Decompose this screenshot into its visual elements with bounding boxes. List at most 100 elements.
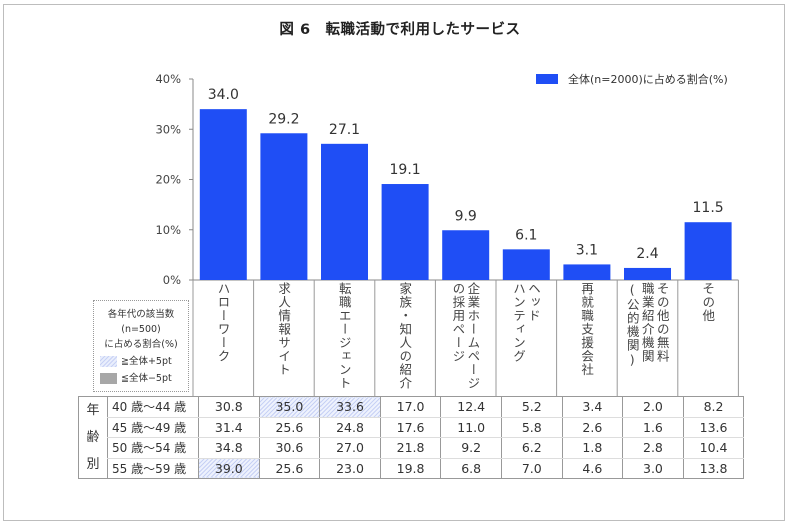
low-label: ≦全体−5pt bbox=[121, 373, 172, 384]
table-cell: 27.0 bbox=[319, 437, 381, 459]
table-cell: 24.8 bbox=[319, 417, 381, 438]
age-range-label: 50 歳～54 歳 bbox=[107, 437, 199, 459]
table-cell: 21.8 bbox=[379, 437, 441, 459]
category-label-line: ハローワーク bbox=[215, 282, 231, 363]
table-cell: 30.6 bbox=[258, 437, 320, 459]
category-label: 家族・知人の紹介 bbox=[375, 282, 435, 390]
category-label-line: ハンティング bbox=[511, 282, 526, 363]
y-tick-label: 0% bbox=[163, 273, 181, 287]
table-cell: 17.0 bbox=[379, 396, 441, 418]
category-label: 転職エージェント bbox=[314, 282, 374, 390]
y-tick-label: 20% bbox=[155, 173, 181, 187]
table-cell: 8.2 bbox=[682, 396, 745, 418]
table-cell: 1.8 bbox=[561, 437, 623, 459]
table-cell: 34.8 bbox=[198, 437, 260, 459]
table-cell: 19.8 bbox=[379, 458, 441, 479]
bar bbox=[563, 264, 611, 280]
table-cell: 13.6 bbox=[682, 417, 745, 438]
category-label-line: 再就職支援会社 bbox=[579, 282, 595, 377]
high-label: ≧全体+5pt bbox=[121, 356, 172, 367]
bar-value-label: 27.1 bbox=[329, 122, 360, 138]
table-cell: 39.0 bbox=[198, 458, 260, 479]
y-tick-label: 30% bbox=[155, 122, 181, 136]
age-range-label: 40 歳～44 歳 bbox=[107, 396, 199, 418]
category-label-line: 転職エージェント bbox=[336, 282, 352, 390]
category-label: その他 bbox=[678, 282, 738, 323]
bar bbox=[442, 230, 490, 280]
bar-value-label: 6.1 bbox=[515, 227, 537, 243]
note-line: 各年代の該当数 bbox=[107, 309, 175, 320]
bar-value-label: 9.9 bbox=[455, 208, 477, 224]
bar bbox=[199, 109, 247, 281]
category-label-line: の採用ページ bbox=[450, 282, 466, 363]
table-cell: 5.8 bbox=[500, 417, 563, 438]
bar-value-label: 29.2 bbox=[268, 111, 299, 127]
bar bbox=[381, 184, 429, 280]
table-row: 45 歳～49 歳 31.4 25.6 24.8 17.6 11.0 5.8 2.6 1.6 13… bbox=[79, 417, 745, 438]
note-line: (n=500) bbox=[121, 324, 161, 335]
table-cell: 4.6 bbox=[561, 458, 623, 479]
category-label-line: 家族・知人の紹介 bbox=[397, 282, 413, 390]
table-row: 年齢別 40 歳～44 歳 30.8 35.0 33.6 17.0 12.4 5.2 3.4 2.… bbox=[78, 396, 745, 479]
table-cell: 31.4 bbox=[198, 417, 260, 438]
legend: 全体(n=2000)に占める割合(%) bbox=[536, 71, 728, 87]
note-line: に占める割合(%) bbox=[104, 339, 178, 350]
category-label-line: その他 bbox=[700, 282, 716, 323]
note-low-key: ≦全体−5pt bbox=[94, 371, 188, 386]
age-range-label: 55 歳～59 歳 bbox=[107, 458, 199, 479]
category-label: 求人情報サイト bbox=[254, 282, 314, 377]
age-table: 年齢別 40 歳～44 歳 30.8 35.0 33.6 17.0 12.4 5.2 3.4 2.… bbox=[78, 396, 745, 479]
category-label: 再就職支援会社 bbox=[557, 282, 617, 377]
table-cell: 2.0 bbox=[622, 396, 684, 418]
note-high-key: ≧全体+5pt bbox=[94, 354, 188, 369]
bar bbox=[260, 133, 308, 280]
category-label: ハローワーク bbox=[193, 282, 253, 363]
table-cell: 25.6 bbox=[258, 458, 320, 479]
category-label-line: ヘッド bbox=[526, 282, 541, 323]
table-row: 55 歳～59 歳 39.0 25.6 23.0 19.8 6.8 7.0 4.6 3.0 13.… bbox=[79, 458, 745, 479]
table-cell: 11.0 bbox=[440, 417, 502, 438]
bar-value-label: 3.1 bbox=[576, 242, 598, 258]
table-cell: 3.4 bbox=[561, 396, 623, 418]
category-label-line: 職業紹介機関 bbox=[639, 282, 655, 363]
bar-value-label: 34.0 bbox=[208, 87, 239, 103]
table-cell: 9.2 bbox=[440, 437, 502, 459]
high-swatch bbox=[100, 356, 117, 367]
table-cell: 2.6 bbox=[561, 417, 623, 438]
table-cell: 25.6 bbox=[258, 417, 320, 438]
age-group-char: 齢 bbox=[86, 430, 100, 445]
figure-frame bbox=[3, 4, 785, 521]
table-note: 各年代の該当数 (n=500) に占める割合(%) ≧全体+5pt ≦全体−5p… bbox=[93, 300, 189, 392]
table-cell: 3.0 bbox=[622, 458, 684, 479]
table-cell: 12.4 bbox=[440, 396, 502, 418]
table-cell: 6.8 bbox=[440, 458, 502, 479]
table-cell: 17.6 bbox=[379, 417, 441, 438]
table-cell: 6.2 bbox=[500, 437, 563, 459]
y-tick-label: 40% bbox=[155, 72, 181, 86]
low-swatch bbox=[100, 373, 117, 384]
table-cell: 10.4 bbox=[682, 437, 745, 459]
age-group-label: 年齢別 bbox=[78, 396, 108, 479]
legend-label: 全体(n=2000)に占める割合(%) bbox=[568, 73, 728, 86]
y-tick-label: 10% bbox=[155, 223, 181, 237]
legend-swatch bbox=[536, 74, 558, 84]
table-row: 50 歳～54 歳 34.8 30.6 27.0 21.8 9.2 6.2 1.8 2.8 10.… bbox=[79, 437, 745, 459]
category-label-line: (公的機関) bbox=[624, 282, 640, 368]
bar bbox=[624, 267, 671, 280]
table-cell: 30.8 bbox=[198, 396, 260, 418]
category-label: その他の無料 職業紹介機関 (公的機関) bbox=[617, 282, 677, 368]
bar bbox=[321, 143, 368, 280]
table-cell: 7.0 bbox=[500, 458, 563, 479]
bar bbox=[684, 222, 732, 280]
table-cell: 35.0 bbox=[258, 396, 320, 418]
chart-title: 図 6 転職活動で利用したサービス bbox=[279, 22, 521, 38]
category-label-line: 求人情報サイト bbox=[276, 282, 292, 377]
table-cell: 13.8 bbox=[682, 458, 745, 479]
bar-value-label: 11.5 bbox=[693, 200, 724, 216]
age-group-char: 別 bbox=[86, 457, 100, 472]
age-group-char: 年 bbox=[86, 403, 100, 418]
table-cell: 23.0 bbox=[319, 458, 381, 479]
table-cell: 5.2 bbox=[500, 396, 563, 418]
table-cell: 33.6 bbox=[319, 396, 381, 418]
